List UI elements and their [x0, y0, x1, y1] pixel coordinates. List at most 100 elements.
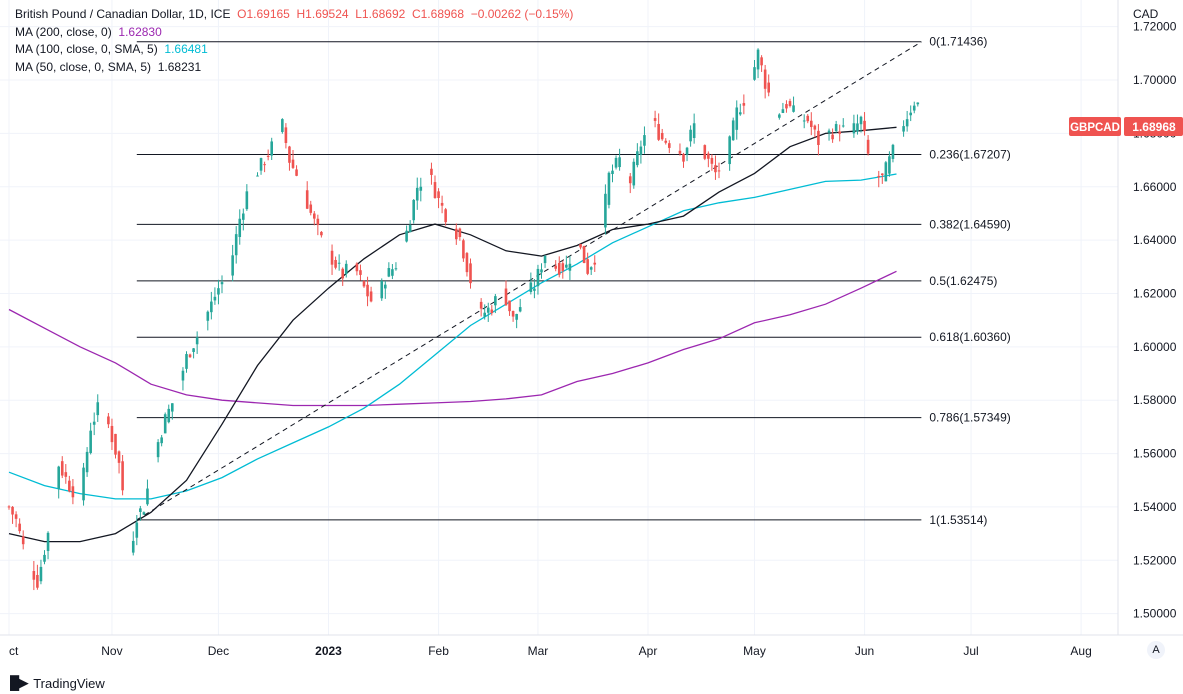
ma200-line: [8, 270, 897, 407]
candle-body: [767, 82, 770, 93]
candle-body: [266, 155, 270, 157]
candle-body: [916, 102, 920, 105]
candle-body: [369, 291, 373, 302]
candle-body: [806, 115, 810, 122]
fib-level-label: 0.618(1.60360): [929, 330, 1010, 344]
candle-body: [188, 354, 192, 358]
footer-branding[interactable]: █▶ TradingView: [10, 675, 105, 691]
candle-body: [469, 263, 472, 284]
auto-scale-button[interactable]: A: [1147, 641, 1165, 659]
candle-body: [863, 120, 866, 132]
candle-body: [813, 125, 817, 130]
fib-level-label: 0.382(1.64590): [929, 217, 1010, 231]
ma50-row[interactable]: MA (50, close, 0, SMA, 5) 1.68231: [15, 59, 573, 77]
candle-body: [21, 536, 25, 545]
candle-body: [611, 170, 614, 175]
candle-body: [46, 532, 50, 551]
candle-body: [504, 288, 508, 306]
candle-body: [295, 169, 298, 176]
candle-body: [121, 461, 124, 491]
candle-body: [256, 175, 259, 177]
candle-body: [291, 159, 295, 168]
candle-body: [316, 218, 320, 226]
candle-body: [589, 267, 593, 270]
y-tick-label: 1.64000: [1133, 233, 1177, 247]
candle-body: [902, 126, 905, 132]
candle-body: [852, 123, 856, 134]
candle-body: [735, 107, 739, 130]
candle-body: [760, 57, 763, 66]
candle-body: [802, 120, 806, 122]
candle-body: [341, 268, 344, 279]
ma100-value: 1.66481: [164, 42, 208, 56]
candle-body: [905, 119, 909, 127]
candle-body: [433, 182, 437, 199]
chart-legend: British Pound / Canadian Dollar, 1D, ICE…: [15, 6, 573, 76]
x-tick-label: Dec: [208, 644, 229, 658]
change-value: −0.00262 (−0.15%): [470, 7, 574, 21]
candle-body: [518, 307, 522, 312]
candle-body: [181, 370, 185, 381]
candle-body: [362, 281, 366, 287]
candle-body: [210, 301, 213, 313]
candle-body: [657, 123, 660, 140]
candle-body: [11, 506, 14, 515]
x-tick-label: 2023: [315, 644, 342, 658]
candle-body: [405, 230, 408, 242]
candle-body: [909, 112, 912, 116]
candle-body: [135, 522, 139, 538]
candle-body: [305, 190, 309, 209]
symbol-tag: GBPCAD: [1070, 122, 1120, 134]
candle-body: [533, 288, 536, 291]
candle-body: [231, 255, 234, 276]
ma100-row[interactable]: MA (100, close, 0, SMA, 5) 1.66481: [15, 41, 573, 59]
candle-body: [781, 109, 785, 114]
candle-body: [82, 467, 85, 501]
candle-body: [568, 263, 572, 271]
candle-body: [259, 158, 263, 171]
candle-body: [614, 157, 618, 168]
candle-body: [146, 488, 149, 505]
candle-body: [156, 442, 160, 458]
candle-body: [60, 461, 64, 476]
candle-body: [57, 466, 60, 489]
last-price-value: 1.68968: [1132, 120, 1176, 134]
candle-body: [195, 337, 199, 345]
candle-body: [387, 267, 391, 277]
candle-body: [14, 514, 18, 519]
symbol-row[interactable]: British Pound / Canadian Dollar, 1D, ICE…: [15, 6, 573, 24]
candle-body: [96, 402, 100, 416]
candle-body: [320, 231, 323, 236]
candle-body: [71, 486, 75, 498]
candle-body: [856, 123, 859, 132]
symbol-title: British Pound / Canadian Dollar, 1D, ICE: [15, 7, 231, 21]
ma100-line: [8, 173, 897, 500]
candle-body: [117, 451, 121, 463]
candle-body: [131, 540, 135, 553]
candle-body: [508, 300, 511, 312]
candle-body: [579, 244, 582, 248]
candle-body: [540, 269, 543, 273]
candle-body: [778, 114, 781, 118]
candle-body: [142, 512, 146, 515]
candle-body: [866, 139, 870, 154]
candle-body: [710, 157, 714, 164]
candle-body: [877, 175, 881, 178]
candle-body: [486, 307, 490, 313]
fibonacci-retracement[interactable]: 0(1.71436) 0.236(1.67207) 0.382(1.64590) 0.…: [136, 35, 1011, 527]
trendline[interactable]: [136, 41, 922, 521]
candle-body: [110, 425, 114, 443]
candle-body: [18, 523, 21, 532]
ma200-row[interactable]: MA (200, close, 0) 1.62830: [15, 24, 573, 42]
candle-body: [703, 145, 707, 159]
candle-body: [479, 301, 483, 309]
candle-body: [628, 176, 632, 184]
close-value: C1.68968: [411, 7, 465, 21]
candle-body: [270, 141, 273, 156]
candle-body: [639, 146, 643, 155]
trendline-line: [136, 41, 922, 521]
candle-body: [557, 262, 561, 275]
candle-body: [653, 118, 657, 121]
candle-body: [636, 151, 639, 166]
